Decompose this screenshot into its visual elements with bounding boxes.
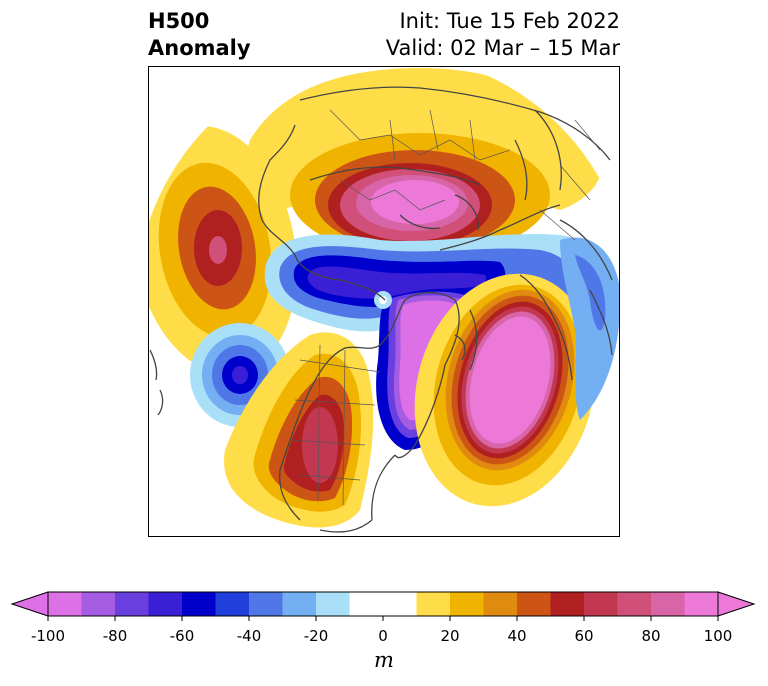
colorbar-segment: [416, 592, 451, 616]
colorbar-segment: [349, 592, 417, 616]
colorbar-segment: [483, 592, 518, 616]
east-atlantic-trough: [560, 237, 620, 420]
colorbar-tick-label: 100: [703, 627, 733, 645]
anomaly-field: [148, 68, 620, 528]
colorbar-segment: [550, 592, 585, 616]
colorbar-tick-label: 20: [440, 627, 460, 645]
colorbar-tick-label: -60: [169, 627, 195, 645]
atlantic-ridge-core: [469, 316, 551, 444]
colorbar-segment: [684, 592, 719, 616]
colorbar-segment: [316, 592, 350, 616]
colorbar-tick-label: 80: [641, 627, 661, 645]
title-variable: H500: [148, 9, 210, 33]
colorbar-under-extension: [10, 591, 49, 617]
colorbar-segment: [115, 592, 149, 616]
colorbar-tick-label: -40: [236, 627, 262, 645]
map-frame: [148, 66, 620, 537]
colorbar-segment: [249, 592, 283, 616]
colorbar-segment: [215, 592, 250, 616]
colorbar: [10, 591, 756, 621]
country-borders: [289, 109, 601, 506]
colorbar-segment: [651, 592, 685, 616]
colorbar-tick-label: 0: [378, 627, 388, 645]
map-title-left: H500 Anomaly: [148, 8, 251, 62]
us-ridge-core: [302, 407, 338, 483]
colorbar-units-label: m: [374, 648, 394, 672]
coastlines: [149, 86, 613, 533]
colorbar-segment: [81, 592, 116, 616]
colorbar-segment: [148, 592, 183, 616]
colorbar-segment: [282, 592, 317, 616]
colorbar-over-extension: [717, 591, 756, 617]
arctic-high-spot-core: [379, 296, 387, 304]
east-atlantic-trough-core: [575, 255, 606, 331]
colorbar-tick-label: 40: [507, 627, 527, 645]
colorbar-tick-label: -100: [30, 627, 66, 645]
colorbar-segment: [517, 592, 551, 616]
title-init-date: Init: Tue 15 Feb 2022: [399, 9, 620, 33]
title-field: Anomaly: [148, 36, 251, 60]
colorbar-tick-label: -20: [303, 627, 329, 645]
arctic-ridge-center: [371, 180, 459, 224]
map-title-right: Init: Tue 15 Feb 2022 Valid: 02 Mar – 15…: [386, 8, 620, 62]
colorbar-segment: [617, 592, 652, 616]
colorbar-segment: [584, 592, 618, 616]
colorbar-segment: [48, 592, 82, 616]
title-valid-range: Valid: 02 Mar – 15 Mar: [385, 36, 620, 60]
colorbar-segment: [182, 592, 216, 616]
arctic-trough-center: [307, 266, 487, 299]
colorbar-segment: [450, 592, 484, 616]
pacific-ridge-center: [209, 236, 227, 264]
pacific-trough-center: [232, 366, 248, 384]
colorbar-tick-label: 60: [574, 627, 594, 645]
colorbar-tick-label: -80: [102, 627, 128, 645]
